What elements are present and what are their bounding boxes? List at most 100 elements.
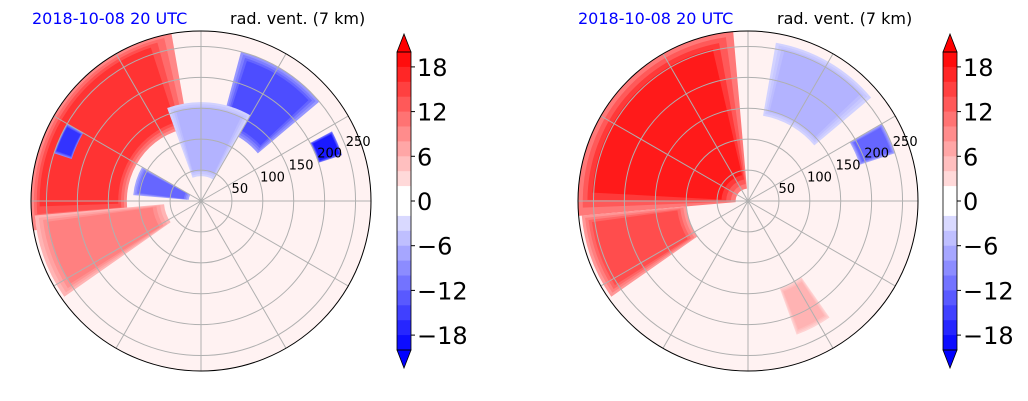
- right-grid-spoke-240: [662, 200, 749, 349]
- right-field-region-3-band-3: [853, 127, 891, 162]
- left-cbar-level-4: [397, 111, 411, 127]
- left-grid-spoke-210: [53, 200, 202, 287]
- panel-right-radial-label-100: 100: [807, 170, 832, 185]
- panel-right: 2018-10-08 20 UTC rad. vent. (7 km) 50 1…: [577, 9, 1014, 372]
- right-cbar-level-12: [943, 230, 957, 247]
- left-cbar-level-15: [397, 275, 411, 291]
- panel-right-radial-label-200: 200: [864, 147, 889, 162]
- left-cbar-level-9: [397, 186, 411, 202]
- right-cbar-extend-max: [942, 32, 958, 53]
- right-cbar-extend-min: [942, 349, 958, 370]
- left-cbar-level-0: [397, 52, 411, 68]
- right-grid-spoke-300: [747, 200, 834, 349]
- left-cbar-level-18: [397, 320, 411, 336]
- left-cbar-level-3: [397, 96, 411, 113]
- panel-left-field: [31, 33, 343, 297]
- right-cbar-level-7: [943, 156, 957, 172]
- left-field-region-3-band-3: [138, 171, 186, 199]
- left-grid-spoke-60: [200, 53, 287, 202]
- right-cbar-level-3: [943, 96, 957, 113]
- left-grid-spoke-330: [200, 200, 349, 287]
- left-cbar-level-14: [397, 260, 411, 276]
- panel-left-polar-frame: [30, 30, 372, 372]
- left-field-region-2-band-3: [226, 61, 309, 146]
- left-field-region-0-band-3: [39, 47, 176, 207]
- panel-right-field: [578, 31, 895, 335]
- panel-left-cbar-tick-12: 12: [417, 99, 448, 127]
- panel-right-cbar-tick-6: 6: [963, 143, 978, 171]
- right-grid-spoke-30: [747, 115, 896, 202]
- panel-left-cbar-tick-neg18: −18: [417, 322, 468, 350]
- right-cbar-level-16: [943, 290, 957, 306]
- panel-left-radial-label-100: 100: [260, 170, 285, 185]
- right-cbar-level-10: [943, 201, 957, 217]
- left-cbar-extend-min: [396, 349, 412, 370]
- right-grid-spoke-150: [600, 115, 749, 202]
- left-grid-spoke-240: [115, 200, 202, 349]
- right-grid-spoke-120: [662, 53, 749, 202]
- panel-left-cbar-tick-6: 6: [417, 143, 432, 171]
- panel-left-radial-label-50: 50: [232, 182, 249, 197]
- panel-left-radial-label-250: 250: [346, 135, 371, 150]
- right-cbar-level-1: [943, 66, 957, 83]
- left-cbar-level-10: [397, 201, 411, 217]
- right-cbar-level-17: [943, 305, 957, 321]
- right-cbar-level-8: [943, 171, 957, 187]
- panel-left-colorbar: [396, 32, 415, 370]
- right-cbar-level-18: [943, 320, 957, 336]
- panel-right-cbar-tick-18: 18: [963, 54, 994, 82]
- right-cbar-level-6: [943, 141, 957, 157]
- panel-right-cbar-tick-0: 0: [963, 188, 978, 216]
- right-cbar-level-2: [943, 81, 957, 98]
- right-cbar-level-13: [943, 245, 957, 262]
- left-cbar-level-6: [397, 141, 411, 157]
- left-cbar-level-5: [397, 126, 411, 142]
- right-grid-spoke-330: [747, 200, 896, 287]
- left-grid-spoke-300: [200, 200, 287, 349]
- left-cbar-level-19: [397, 335, 411, 351]
- right-cbar-level-5: [943, 126, 957, 142]
- panel-right-cbar-tick-12: 12: [963, 99, 994, 127]
- left-cbar-level-7: [397, 156, 411, 172]
- panel-right-colorbar-labels: 18 12 6 0 −6 −12 −18: [963, 54, 1014, 350]
- left-cbar-extend-max: [396, 32, 412, 53]
- panel-left-radial-label-200: 200: [317, 147, 342, 162]
- panel-right-radial-label-250: 250: [893, 135, 918, 150]
- right-field-region-0-band-3: [592, 49, 742, 200]
- panel-left-title-date: 2018-10-08 20 UTC: [32, 9, 187, 28]
- right-cbar-level-4: [943, 111, 957, 127]
- left-grid-spoke-30: [200, 115, 349, 202]
- left-cbar-level-12: [397, 230, 411, 247]
- right-grid-spoke-210: [600, 200, 749, 287]
- panel-right-title-date: 2018-10-08 20 UTC: [578, 9, 733, 28]
- panel-right-cbar-tick-neg12: −12: [963, 277, 1014, 305]
- left-field-region-1-band-3: [47, 207, 160, 284]
- left-cbar-level-16: [397, 290, 411, 306]
- right-grid-spoke-60: [747, 53, 834, 202]
- right-cbar-level-14: [943, 260, 957, 276]
- left-field-region-5-band-3: [313, 134, 340, 161]
- left-cbar-level-11: [397, 215, 411, 232]
- panel-left-radial-labels: 50 100 150 200 250: [232, 135, 371, 197]
- right-cbar-level-9: [943, 186, 957, 202]
- panel-left-title-variable: rad. vent. (7 km): [230, 9, 365, 28]
- left-cbar-level-8: [397, 171, 411, 187]
- right-cbar-level-0: [943, 52, 957, 68]
- right-cbar-level-19: [943, 335, 957, 351]
- left-grid-spoke-150: [53, 115, 202, 202]
- left-field-region-4-band-3: [176, 108, 241, 173]
- panel-left-radial-label-150: 150: [289, 159, 314, 174]
- panel-right-cbar-tick-neg6: −6: [963, 233, 998, 261]
- panel-left-cbar-tick-18: 18: [417, 54, 448, 82]
- panel-right-cbar-tick-neg18: −18: [963, 322, 1014, 350]
- panel-left-cbar-tick-neg6: −6: [417, 233, 452, 261]
- left-field-region-6-band-3: [56, 127, 81, 156]
- panel-left-cbar-tick-0: 0: [417, 188, 432, 216]
- panel-right-polar-frame: [577, 30, 919, 372]
- panel-right-radial-labels: 50 100 150 200 250: [779, 135, 918, 197]
- right-field-region-1-band-3: [591, 210, 688, 286]
- left-cbar-level-2: [397, 81, 411, 98]
- panel-left-cbar-tick-neg12: −12: [417, 277, 468, 305]
- left-cbar-level-17: [397, 305, 411, 321]
